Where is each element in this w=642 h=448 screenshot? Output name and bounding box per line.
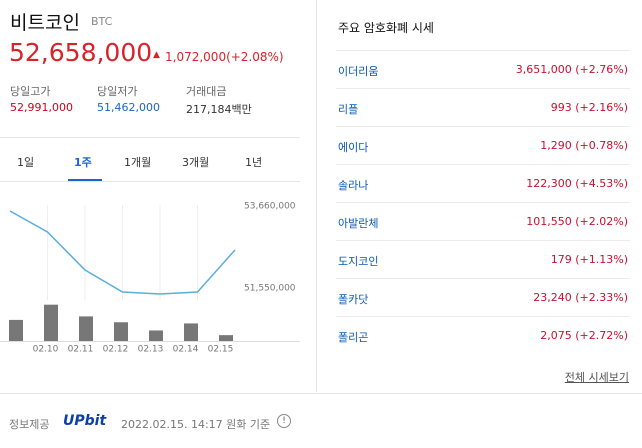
x-tick-label: 02.14 xyxy=(173,345,199,355)
stat-label: 거래대금 xyxy=(186,85,227,98)
divider xyxy=(316,0,317,392)
volume-bar xyxy=(219,335,233,341)
coin-name: 도지코인 xyxy=(338,255,379,268)
x-tick-label: 02.12 xyxy=(103,345,129,355)
coin-name: 비트코인 xyxy=(10,12,80,34)
x-tick-label: 02.11 xyxy=(68,345,94,355)
stat-label: 당일저가 xyxy=(97,85,138,98)
coin-quote: 993 (+2.16%) xyxy=(550,101,628,114)
coin-name: 이더리움 xyxy=(338,65,379,78)
divider xyxy=(0,393,642,394)
market-row[interactable]: 아발란체 101,550 (+2.02%) xyxy=(336,202,630,240)
volume-bar xyxy=(44,304,58,341)
stat-value: 52,991,000 xyxy=(10,101,73,114)
coin-symbol: BTC xyxy=(91,15,113,28)
volume-bar xyxy=(149,330,163,341)
coin-quote: 3,651,000 (+2.76%) xyxy=(515,63,628,76)
volume-bar xyxy=(114,322,128,341)
tab[interactable]: 1개월 xyxy=(124,156,152,169)
coin-name: 아발란체 xyxy=(338,217,379,230)
more-link[interactable]: 전체 시세보기 xyxy=(564,371,629,384)
stat-value: 217,184백만 xyxy=(186,103,252,116)
divider xyxy=(0,181,300,182)
x-tick-label: 02.15 xyxy=(208,345,234,355)
y-tick-label: 51,550,000 xyxy=(244,283,296,293)
coin-name: 폴카닷 xyxy=(338,293,369,306)
price-chart: 51,550,000 53,660,000 02.10 02.11 02.12 02.13… xyxy=(0,201,300,355)
coin-quote: 23,240 (+2.33%) xyxy=(533,291,628,304)
coin-name: 솔라나 xyxy=(338,179,369,192)
market-row[interactable]: 에이다 1,290 (+0.78%) xyxy=(336,126,630,164)
info-icon[interactable]: ! xyxy=(277,414,291,428)
coin-quote: 122,300 (+4.53%) xyxy=(526,177,628,190)
coin-name: 폴리곤 xyxy=(338,331,369,344)
price-line xyxy=(9,210,236,295)
coin-quote: 101,550 (+2.02%) xyxy=(526,215,628,228)
coin-quote: 2,075 (+2.72%) xyxy=(540,329,628,342)
tab[interactable]: 1년 xyxy=(245,156,263,169)
price: 52,658,000 xyxy=(9,38,153,67)
coin-quote: 1,290 (+0.78%) xyxy=(540,139,628,152)
market-row[interactable]: 폴카닷 23,240 (+2.33%) xyxy=(336,278,630,316)
market-row[interactable]: 폴리곤 2,075 (+2.72%) xyxy=(336,316,630,354)
provider-brand: UPbit xyxy=(63,413,107,429)
up-arrow: ▲ xyxy=(153,50,160,60)
coin-name: 에이다 xyxy=(338,141,369,154)
volume-bar xyxy=(184,323,198,341)
y-tick-label: 53,660,000 xyxy=(244,201,296,211)
price-change: 1,072,000(+2.08%) xyxy=(165,50,284,64)
market-row[interactable]: 솔라나 122,300 (+4.53%) xyxy=(336,164,630,202)
volume-bar xyxy=(79,316,93,341)
provider-label: 정보제공 xyxy=(9,418,50,431)
stat-value: 51,462,000 xyxy=(97,101,160,114)
tab[interactable]: 1일 xyxy=(17,156,35,169)
market-row[interactable]: 이더리움 3,651,000 (+2.76%) xyxy=(336,50,630,88)
tab-underline xyxy=(68,179,102,181)
market-title: 주요 암호화폐 시세 xyxy=(338,21,434,35)
x-tick-label: 02.10 xyxy=(33,345,59,355)
volume-bar xyxy=(9,319,23,341)
divider xyxy=(0,137,300,138)
coin-quote: 179 (+1.13%) xyxy=(550,253,628,266)
market-row[interactable]: 도지코인 179 (+1.13%) xyxy=(336,240,630,278)
tab[interactable]: 3개월 xyxy=(182,156,210,169)
stat-label: 당일고가 xyxy=(10,85,51,98)
x-tick-label: 02.13 xyxy=(138,345,164,355)
market-row[interactable]: 리플 993 (+2.16%) xyxy=(336,88,630,126)
timestamp: 2022.02.15. 14:17 원화 기준 xyxy=(121,418,271,431)
tab[interactable]: 1주 xyxy=(74,156,92,169)
coin-name: 리플 xyxy=(338,103,359,116)
